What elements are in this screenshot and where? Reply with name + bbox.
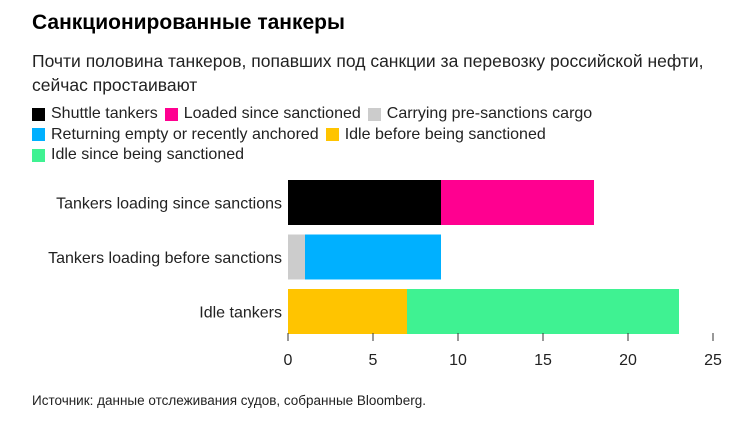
x-tick-label: 0 [284, 352, 293, 369]
legend-label: Returning empty or recently anchored [51, 125, 319, 143]
legend-item-idle-before-sanctioned: Idle before being sanctioned [325, 125, 546, 145]
legend-row: Idle since being sanctioned [32, 145, 732, 165]
x-tick-label: 20 [619, 352, 637, 369]
legend-swatch [164, 107, 178, 121]
legend-row: Returning empty or recently anchored Idl… [32, 125, 732, 145]
bar-segment-loaded-since-sanctioned [441, 180, 594, 225]
category-label: Idle tankers [199, 305, 282, 322]
bar-segment-returning-empty-or-recently-anchored [305, 234, 441, 280]
legend-swatch [325, 128, 339, 141]
chart-title: Санкционированные танкеры [32, 11, 345, 34]
legend-label: Loaded since sanctioned [183, 105, 361, 122]
legend-item-shuttle-tankers: Shuttle tankers [32, 104, 158, 124]
bar-segment-shuttle-tankers [288, 180, 441, 225]
x-tick-label: 25 [704, 352, 722, 369]
bar-segment-carrying-pre-sanctions-cargo [288, 234, 305, 280]
legend-swatch [32, 148, 45, 162]
category-label: Tankers loading before sanctions [48, 250, 282, 267]
bar-segment-idle-before-being-sanctioned [288, 289, 407, 334]
x-tick-label: 5 [369, 352, 378, 369]
x-tick-label: 15 [534, 352, 552, 369]
legend-item-loaded-since-sanctioned: Loaded since sanctioned [164, 104, 361, 124]
legend-swatch [32, 128, 45, 141]
chart-subtitle: Почти половина танкеров, попавших под са… [32, 51, 704, 95]
legend-item-returning-empty: Returning empty or recently anchored [32, 125, 319, 145]
legend: Shuttle tankers Loaded since sanctioned … [32, 104, 732, 166]
legend-label: Carrying pre-sanctions cargo [386, 105, 593, 122]
legend-swatch [367, 107, 381, 121]
legend-item-idle-since-sanctioned: Idle since being sanctioned [32, 145, 244, 165]
category-label: Tankers loading since sanctions [56, 196, 282, 213]
legend-swatch [32, 107, 45, 121]
legend-item-carrying-pre-sanctions-cargo: Carrying pre-sanctions cargo [367, 104, 593, 124]
legend-row: Shuttle tankers Loaded since sanctioned … [32, 104, 732, 124]
legend-label: Idle before being sanctioned [344, 125, 546, 143]
bar-segment-idle-since-being-sanctioned [407, 289, 679, 334]
source-note: Источник: данные отслеживания судов, соб… [32, 393, 426, 408]
x-tick-label: 10 [449, 352, 467, 369]
legend-label: Shuttle tankers [51, 105, 158, 122]
legend-label: Idle since being sanctioned [51, 146, 245, 163]
